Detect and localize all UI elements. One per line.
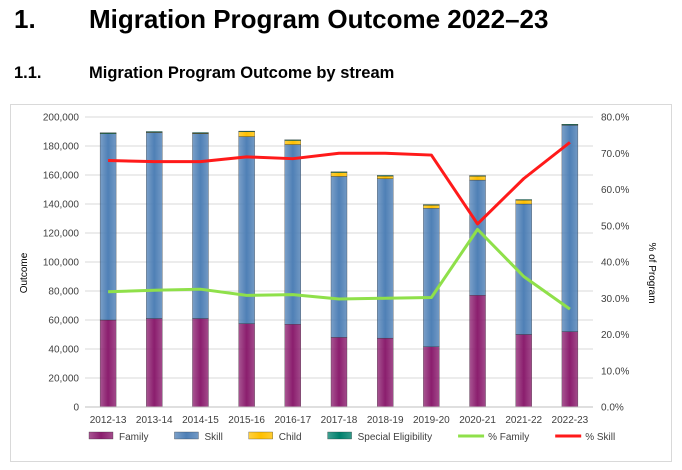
bar-segment xyxy=(561,124,579,332)
y2-tick-label: 60.0% xyxy=(601,185,629,196)
x-tick-label: 2021-22 xyxy=(505,415,542,426)
axes: 0 20,000 40,000 60,000 80,000 100,000 120,000 1… xyxy=(43,113,630,427)
bar-segment xyxy=(561,124,579,126)
y-tick-label: 0 xyxy=(73,403,79,414)
bar-segment xyxy=(284,139,301,141)
bar-segment xyxy=(469,295,486,408)
x-tick-label: 2017-18 xyxy=(321,415,358,426)
section-title: Migration Program Outcome 2022–23 xyxy=(89,4,549,34)
y2-tick-label: 20.0% xyxy=(601,330,629,341)
bar-segment xyxy=(423,204,440,206)
y-tick-label: 60,000 xyxy=(48,316,79,327)
bar-segment xyxy=(330,171,348,173)
bar-segment xyxy=(284,144,301,325)
bar-segment xyxy=(330,337,348,408)
bar-segment xyxy=(146,318,163,408)
lines xyxy=(108,141,571,311)
subsection-title: Migration Program Outcome by stream xyxy=(89,64,395,82)
legend-label: Skill xyxy=(204,432,222,443)
subsection-number: 1.1. xyxy=(14,64,42,82)
bar-segment xyxy=(423,346,440,408)
y-tick-label: 20,000 xyxy=(48,374,79,385)
bar-segment xyxy=(377,178,394,339)
x-tick-label: 2012-13 xyxy=(90,415,127,426)
y-tick-label: 80,000 xyxy=(48,287,79,298)
bar-segment xyxy=(377,175,394,177)
y-tick-label: 100,000 xyxy=(43,258,80,269)
bar-segment xyxy=(469,175,486,177)
legend-label: % Skill xyxy=(585,432,615,443)
bar-segment xyxy=(377,337,394,408)
bar-segment xyxy=(146,131,163,133)
bar-segment xyxy=(330,176,348,338)
subsection-heading: 1.1. Migration Program Outcome by stream xyxy=(14,64,394,83)
x-tick-label: 2018-19 xyxy=(367,415,404,426)
x-tick-label: 2014-15 xyxy=(182,415,219,426)
bar-segment xyxy=(515,199,532,201)
bar-segment xyxy=(284,324,301,408)
bar-segment xyxy=(515,334,532,408)
bar-segment xyxy=(423,208,440,347)
bar-segment xyxy=(238,130,255,133)
bar-segment xyxy=(284,140,301,145)
y2-tick-label: 0.0% xyxy=(601,403,624,414)
section-number: 1. xyxy=(14,4,36,34)
y2-tick-label: 40.0% xyxy=(601,258,629,269)
bar-segment xyxy=(561,331,579,408)
y2-tick-label: 80.0% xyxy=(601,113,629,124)
series-line xyxy=(108,227,571,311)
legend-label: Family xyxy=(119,432,148,443)
section-heading: 1. Migration Program Outcome 2022–23 xyxy=(14,4,548,35)
legend-swatch xyxy=(88,431,114,440)
y2-tick-label: 50.0% xyxy=(601,221,629,232)
y-tick-label: 200,000 xyxy=(43,113,80,124)
bar-segment xyxy=(238,323,255,408)
legend-label: % Family xyxy=(488,432,529,443)
x-tick-label: 2015-16 xyxy=(228,415,265,426)
y-tick-label: 180,000 xyxy=(43,142,80,153)
y2-tick-label: 30.0% xyxy=(601,294,629,305)
legend-swatch xyxy=(248,431,273,440)
x-tick-label: 2016-17 xyxy=(274,415,311,426)
y2-tick-label: 10.0% xyxy=(601,366,629,377)
y-axis-label: Outcome xyxy=(19,252,30,293)
y-tick-label: 120,000 xyxy=(43,229,80,240)
y-tick-label: 160,000 xyxy=(43,171,80,182)
bar-segment xyxy=(99,132,117,134)
chart-container: 0 20,000 40,000 60,000 80,000 100,000 120,000 1… xyxy=(10,104,672,462)
bar-segment xyxy=(238,131,255,137)
y-tick-label: 140,000 xyxy=(43,200,80,211)
bars xyxy=(99,124,579,408)
y2-axis-label: % of Program xyxy=(646,242,657,303)
y-tick-label: 40,000 xyxy=(48,345,79,356)
y2-tick-label: 70.0% xyxy=(601,149,629,160)
bar-segment xyxy=(192,318,209,408)
bar-segment xyxy=(99,319,117,408)
legend-swatch xyxy=(327,431,352,440)
series-line xyxy=(108,141,571,226)
x-tick-label: 2022-23 xyxy=(552,415,589,426)
x-tick-label: 2013-14 xyxy=(136,415,173,426)
legend-label: Child xyxy=(279,432,302,443)
bar-segment xyxy=(192,132,209,134)
legend: Family Skill Child Special Eligibility % Fam… xyxy=(88,431,615,443)
migration-chart: 0 20,000 40,000 60,000 80,000 100,000 120,000 1… xyxy=(19,113,657,444)
x-tick-label: 2020-21 xyxy=(459,415,496,426)
legend-label: Special Eligibility xyxy=(358,432,432,443)
x-tick-label: 2019-20 xyxy=(413,415,450,426)
legend-swatch xyxy=(174,431,199,440)
